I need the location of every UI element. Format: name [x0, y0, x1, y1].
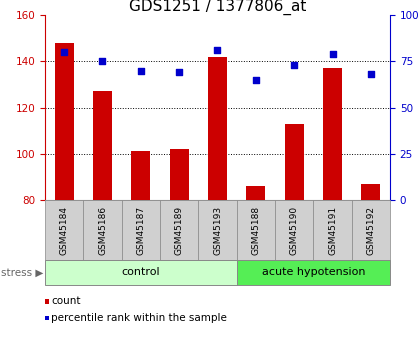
Text: GSM45191: GSM45191	[328, 206, 337, 255]
Bar	[246, 186, 265, 200]
Bar	[170, 149, 189, 200]
Text: GSM45184: GSM45184	[60, 206, 68, 255]
Text: GSM45192: GSM45192	[366, 206, 375, 255]
Point	[214, 47, 221, 53]
Point	[61, 49, 68, 55]
Point	[291, 62, 297, 68]
Bar	[93, 91, 112, 200]
Text: GSM45187: GSM45187	[136, 206, 145, 255]
Title: GDS1251 / 1377806_at: GDS1251 / 1377806_at	[129, 0, 306, 15]
Bar	[208, 57, 227, 200]
Point	[99, 59, 106, 64]
Bar	[55, 43, 74, 200]
Point	[368, 71, 374, 77]
Bar	[323, 68, 342, 200]
Point	[252, 77, 259, 82]
Text: count: count	[51, 296, 81, 306]
Text: control: control	[121, 267, 160, 277]
Text: GSM45188: GSM45188	[251, 206, 260, 255]
Bar	[131, 151, 150, 200]
Text: percentile rank within the sample: percentile rank within the sample	[51, 313, 227, 323]
Text: GSM45186: GSM45186	[98, 206, 107, 255]
Bar	[285, 124, 304, 200]
Point	[137, 68, 144, 73]
Text: GSM45190: GSM45190	[290, 206, 299, 255]
Point	[176, 70, 183, 75]
Text: GSM45193: GSM45193	[213, 206, 222, 255]
Point	[329, 51, 336, 57]
Text: acute hypotension: acute hypotension	[262, 267, 365, 277]
Bar	[361, 184, 381, 200]
Text: GSM45189: GSM45189	[175, 206, 184, 255]
Text: stress ▶: stress ▶	[0, 267, 43, 277]
